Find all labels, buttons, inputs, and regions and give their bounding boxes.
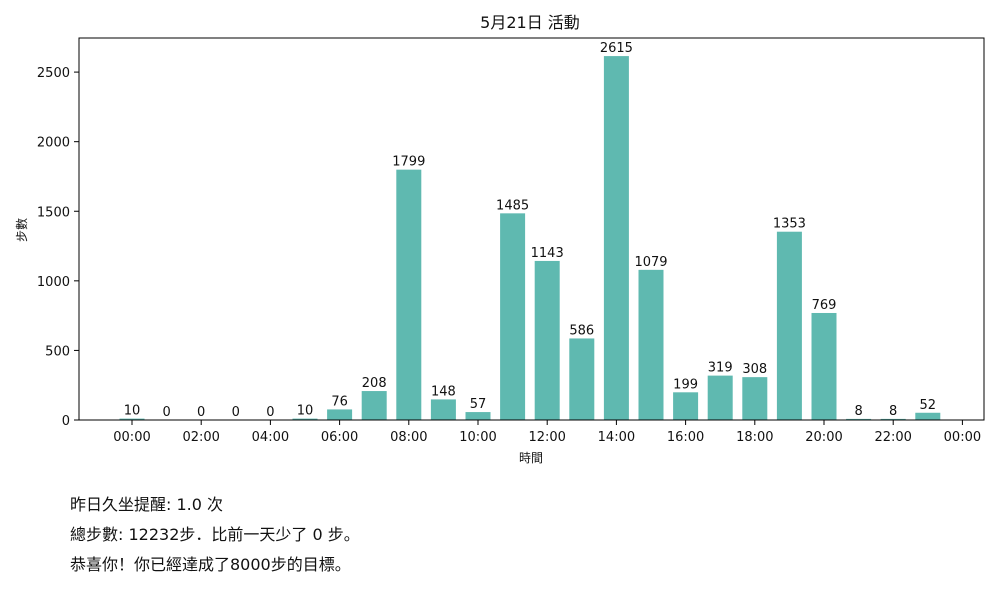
y-tick-label: 500 xyxy=(45,344,70,359)
bar-06:00 xyxy=(327,409,353,420)
bar-value-label: 586 xyxy=(569,323,594,338)
bar-18:00 xyxy=(742,377,768,420)
x-tick-label: 00:00 xyxy=(944,430,981,445)
bar-value-label: 199 xyxy=(673,377,698,392)
bar-11:00 xyxy=(500,213,526,420)
bars-group xyxy=(119,56,941,421)
y-axis-ticks: 0 500 1000 1500 2000 2500 xyxy=(37,66,79,429)
bar-12:00 xyxy=(534,260,560,420)
x-tick-label: 14:00 xyxy=(598,430,635,445)
bar-05:00 xyxy=(292,418,318,420)
bar-08:00 xyxy=(396,169,422,420)
bar-15:00 xyxy=(638,269,664,420)
chart-title: 5月21日 活動 xyxy=(480,13,580,32)
bar-16:00 xyxy=(673,392,699,420)
x-tick-label: 06:00 xyxy=(321,430,358,445)
bar-21:00 xyxy=(846,418,872,420)
bar-19:00 xyxy=(776,231,802,420)
bar-value-label: 1353 xyxy=(773,217,806,232)
y-tick-label: 0 xyxy=(62,414,70,429)
bar-22:00 xyxy=(880,418,906,420)
bar-10:00 xyxy=(465,412,491,420)
bar-20:00 xyxy=(811,312,837,420)
y-tick-label: 2000 xyxy=(37,136,70,151)
plot-frame xyxy=(78,37,985,421)
bar-00:00 xyxy=(119,418,145,420)
bar-value-label: 1485 xyxy=(496,198,529,213)
x-tick-label: 08:00 xyxy=(390,430,427,445)
bar-value-label: 0 xyxy=(232,405,240,420)
x-axis-label: 時間 xyxy=(519,451,543,465)
bar-value-label: 1079 xyxy=(634,255,667,270)
bar-value-label: 319 xyxy=(708,361,733,376)
bar-value-label: 148 xyxy=(431,384,456,399)
bar-value-label: 57 xyxy=(470,397,487,412)
bar-value-label: 0 xyxy=(266,405,274,420)
bar-value-label: 769 xyxy=(812,298,837,313)
x-tick-label: 00:00 xyxy=(113,430,150,445)
x-tick-label: 10:00 xyxy=(459,430,496,445)
summary-panel: 昨日久坐提醒: 1.0 次 總步數: 12232步．比前一天少了 0 步。 恭喜… xyxy=(70,490,360,580)
y-tick-label: 1500 xyxy=(37,205,70,220)
bar-value-label: 208 xyxy=(362,376,387,391)
y-tick-label: 1000 xyxy=(37,275,70,290)
bar-17:00 xyxy=(707,375,733,420)
y-tick-label: 2500 xyxy=(37,66,70,81)
bar-value-label: 0 xyxy=(197,405,205,420)
bar-23:00 xyxy=(915,412,941,420)
bar-value-label: 76 xyxy=(331,394,348,409)
bar-13:00 xyxy=(569,338,595,420)
bar-value-label: 0 xyxy=(162,405,170,420)
x-tick-label: 16:00 xyxy=(667,430,704,445)
x-tick-label: 18:00 xyxy=(736,430,773,445)
bar-07:00 xyxy=(361,391,387,420)
goal-achieved-text: 恭喜你！你已經達成了8000步的目標。 xyxy=(70,555,351,574)
x-axis-ticks: 00:00 02:00 04:00 06:00 08:00 10:00 12:00 14:00… xyxy=(113,420,981,445)
bar-value-label: 1799 xyxy=(392,155,425,170)
x-tick-label: 12:00 xyxy=(528,430,565,445)
bar-value-label: 10 xyxy=(297,404,314,419)
bar-09:00 xyxy=(430,399,456,420)
bar-chart-svg: 5月21日 活動 時間 步數 10 0 0 0 0 1076208179914857148… xyxy=(15,13,985,465)
bar-value-label: 10 xyxy=(124,404,141,419)
bar-value-label: 8 xyxy=(889,404,897,419)
x-tick-label: 20:00 xyxy=(805,430,842,445)
bar-value-label: 8 xyxy=(854,404,862,419)
bar-value-label: 52 xyxy=(920,398,937,413)
activity-chart: 5月21日 活動 時間 步數 10 0 0 0 0 10 76 208 1799 148 57 148… xyxy=(15,13,985,465)
y-axis-label: 步數 xyxy=(15,218,29,242)
sedentary-reminder-text: 昨日久坐提醒: 1.0 次 xyxy=(70,495,224,514)
total-steps-text: 總步數: 12232步．比前一天少了 0 步。 xyxy=(70,525,360,544)
x-tick-label: 04:00 xyxy=(252,430,289,445)
bar-labels-group: 10 0 0 0 0 10 76 208 1799 148 57 1485 1143 586 2615 107… xyxy=(124,41,936,420)
bar-value-label: 308 xyxy=(742,362,767,377)
x-tick-label: 22:00 xyxy=(874,430,911,445)
bar-14:00 xyxy=(603,56,629,421)
x-tick-label: 02:00 xyxy=(182,430,219,445)
bar-value-label: 1143 xyxy=(531,246,564,261)
bar-value-label: 2615 xyxy=(600,41,633,56)
